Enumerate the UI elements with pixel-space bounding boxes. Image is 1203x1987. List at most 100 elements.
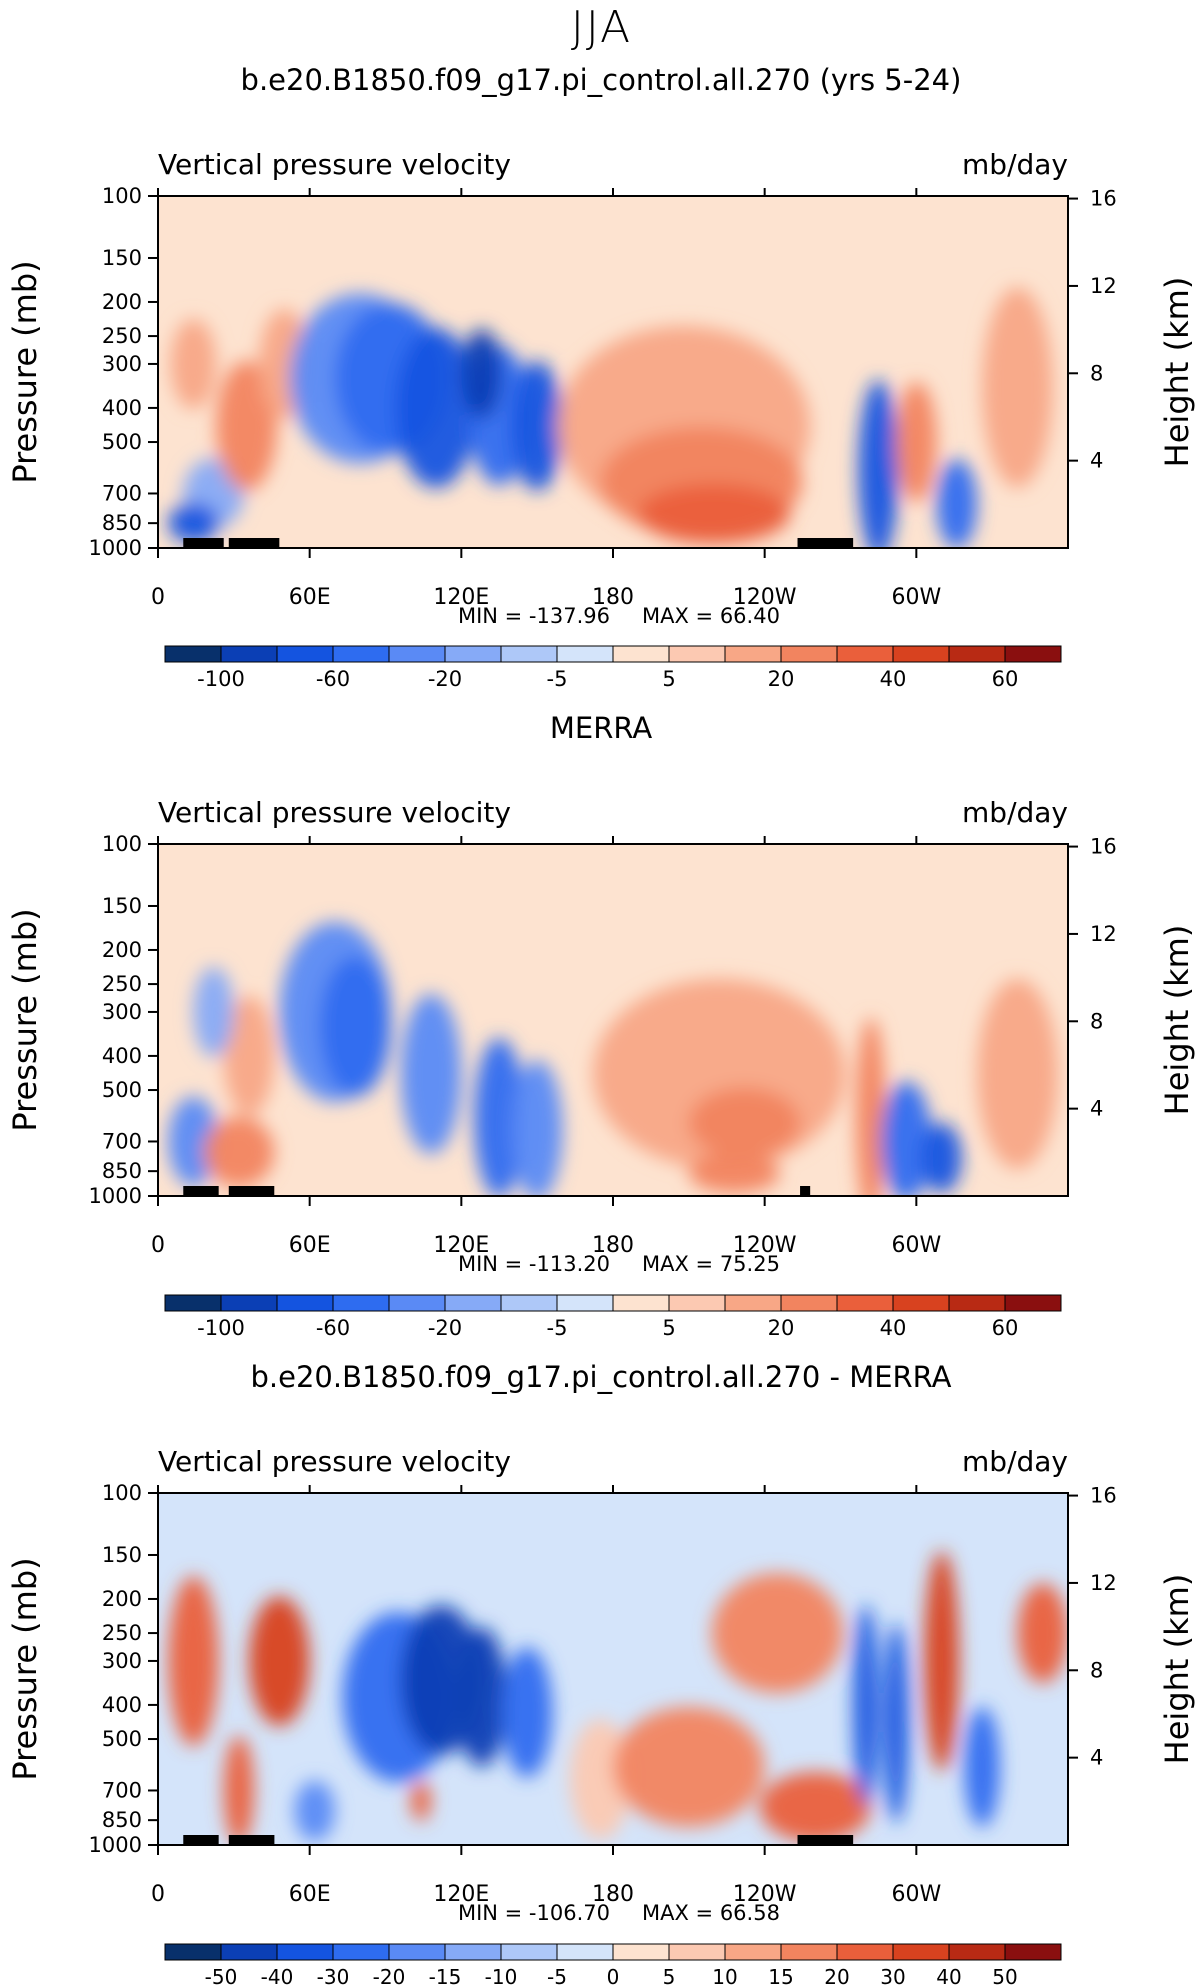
pressure-tick-label: 300 xyxy=(102,1649,142,1673)
pressure-tick-label: 850 xyxy=(102,511,142,535)
pressure-tick-label: 200 xyxy=(102,290,142,314)
pressure-tick-label: 850 xyxy=(102,1159,142,1183)
pressure-tick-label: 700 xyxy=(102,1778,142,1802)
height-tick-label: 16 xyxy=(1090,835,1117,859)
colorbar-label: 60 xyxy=(992,667,1019,691)
colorbar-label: -5 xyxy=(547,667,568,691)
pressure-tick-label: 500 xyxy=(102,1727,142,1751)
colorbar-label: -60 xyxy=(316,1316,350,1340)
variable-label: Vertical pressure velocity xyxy=(158,796,511,829)
lon-tick-label: 0 xyxy=(151,1882,165,1907)
colorbar-swatch xyxy=(612,1943,670,1961)
pressure-tick-label: 500 xyxy=(102,430,142,454)
topography-mask xyxy=(228,1186,275,1196)
lon-tick-label: 120E xyxy=(433,1882,489,1907)
colorbar: -100 -60 -20 -5 5 20 40 60 xyxy=(164,645,1062,691)
contour-region xyxy=(858,379,899,548)
lon-tick-label: 180 xyxy=(592,1882,634,1907)
colorbar-swatch xyxy=(724,1943,782,1961)
colorbar-swatch xyxy=(220,645,278,663)
pressure-tick-label: 100 xyxy=(102,1481,142,1505)
panel-title: b.e20.B1850.f09_g17.pi_control.all.270 (… xyxy=(241,63,962,97)
colorbar-label: -100 xyxy=(197,667,245,691)
min-value: MIN = -137.96 xyxy=(458,604,610,628)
contour-region xyxy=(168,503,219,544)
season-title: JJA xyxy=(570,2,633,53)
y2-axis-title: Height (km) xyxy=(1158,1574,1196,1765)
contour-region xyxy=(168,1575,219,1746)
colorbar-swatch xyxy=(276,1943,334,1961)
colorbar-swatch xyxy=(948,1294,1006,1312)
colorbar-label: 20 xyxy=(768,1316,795,1340)
colorbar-swatch xyxy=(444,645,502,663)
contour-region xyxy=(223,995,275,1116)
pressure-tick-label: 150 xyxy=(102,246,142,270)
contour-region xyxy=(249,1595,310,1726)
topography-mask xyxy=(797,538,854,548)
contour-region xyxy=(638,483,790,544)
contour-region xyxy=(688,1152,780,1193)
pressure-tick-label: 400 xyxy=(102,1693,142,1717)
colorbar-swatch xyxy=(892,1294,950,1312)
lon-tick-label: 60E xyxy=(289,585,331,610)
contour-region xyxy=(982,287,1053,488)
variable-label: Vertical pressure velocity xyxy=(158,148,511,181)
lon-tick-label: 0 xyxy=(151,585,165,610)
colorbar-swatch xyxy=(500,1294,558,1312)
min-value: MIN = -113.20 xyxy=(458,1252,610,1276)
colorbar-label: -60 xyxy=(316,667,350,691)
contour-region xyxy=(613,1706,765,1827)
pressure-tick-label: 300 xyxy=(102,1000,142,1024)
contour-region xyxy=(501,1647,553,1778)
field-contours xyxy=(168,921,1058,1196)
contour-region xyxy=(855,1017,886,1196)
pressure-tick-label: 700 xyxy=(102,1129,142,1153)
y-axis-title: Pressure (mb) xyxy=(6,260,44,483)
colorbar-label: -20 xyxy=(428,667,462,691)
colorbar-swatch xyxy=(836,1943,894,1961)
contour-region xyxy=(456,1627,507,1768)
contour-region xyxy=(759,1772,871,1843)
variable-label: Vertical pressure velocity xyxy=(158,1445,511,1478)
contour-region xyxy=(511,360,563,491)
contour-region xyxy=(921,1123,962,1194)
units-label: mb/day xyxy=(962,796,1068,829)
colorbar-label: -10 xyxy=(485,1965,518,1987)
colorbar-swatch xyxy=(220,1943,278,1961)
colorbar-swatch xyxy=(892,1943,950,1961)
pressure-tick-label: 100 xyxy=(102,832,142,856)
colorbar-swatch xyxy=(444,1943,502,1961)
colorbar-label: 40 xyxy=(880,667,907,691)
colorbar: -50 -40 -30 -20 -15 -10 -5 0 5 10 15 20 30 40 50 xyxy=(164,1943,1062,1987)
colorbar-swatch xyxy=(668,645,726,663)
colorbar: -100 -60 -20 -5 5 20 40 60 xyxy=(164,1294,1062,1340)
contour-region xyxy=(170,318,217,409)
colorbar-swatch xyxy=(780,1943,838,1961)
contour-region xyxy=(1017,1583,1068,1684)
max-value: MAX = 66.40 xyxy=(642,604,780,628)
contour-region xyxy=(711,1573,844,1694)
y-axis-title: Pressure (mb) xyxy=(6,908,44,1131)
topography-mask xyxy=(254,1835,275,1845)
field-contours xyxy=(168,287,1053,548)
colorbar-label: 40 xyxy=(880,1316,907,1340)
lon-tick-label: 120W xyxy=(733,1233,797,1258)
colorbar-swatch xyxy=(1004,645,1062,663)
colorbar-swatch xyxy=(556,645,614,663)
colorbar-label: -20 xyxy=(428,1316,462,1340)
pressure-tick-label: 250 xyxy=(102,1621,142,1645)
colorbar-label: -5 xyxy=(547,1316,568,1340)
colorbar-swatch xyxy=(612,645,670,663)
colorbar-swatch xyxy=(724,645,782,663)
height-tick-label: 4 xyxy=(1090,449,1103,473)
y-axis-title: Pressure (mb) xyxy=(6,1557,44,1780)
colorbar-swatch xyxy=(948,1943,1006,1961)
lon-tick-label: 120W xyxy=(733,1882,797,1907)
lon-tick-label: 0 xyxy=(151,1233,165,1258)
panel-title: MERRA xyxy=(550,711,652,745)
lon-tick-label: 180 xyxy=(592,585,634,610)
field-contours xyxy=(168,1550,1068,1845)
lon-tick-label: 60W xyxy=(891,1882,941,1907)
lon-tick-label: 60E xyxy=(289,1882,331,1907)
topography-mask xyxy=(228,1835,275,1845)
